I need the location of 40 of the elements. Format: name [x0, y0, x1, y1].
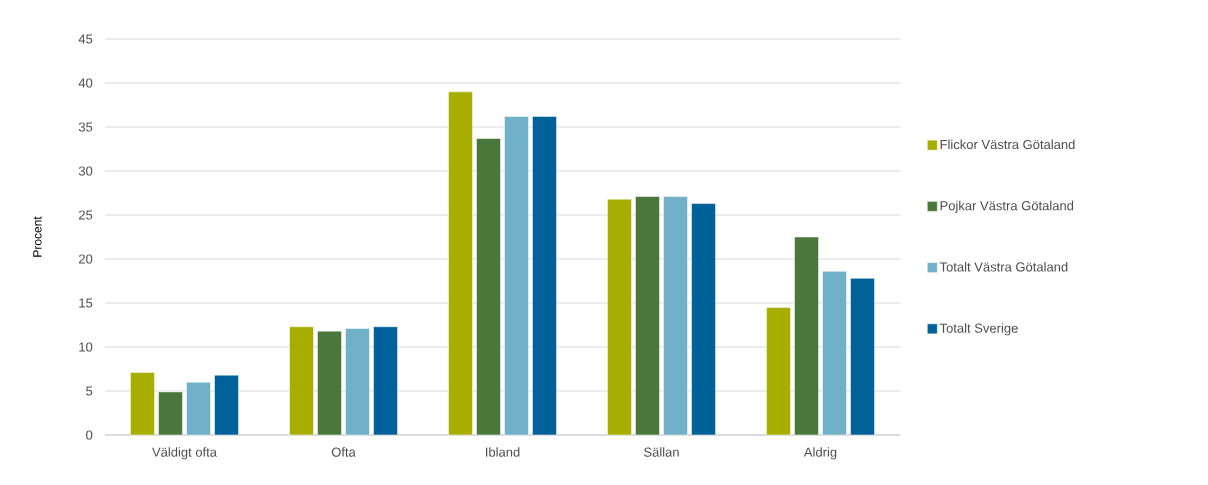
legend-label: Flickor Västra Götaland [940, 139, 1075, 150]
y-axis-title: Procent [33, 216, 42, 257]
x-tick-label: Ibland [486, 447, 520, 457]
y-tick-label: 20 [79, 254, 93, 264]
bar [766, 307, 791, 436]
bar [345, 328, 370, 436]
bar [448, 91, 473, 436]
y-tick-label: 45 [78, 34, 93, 44]
bar [214, 374, 239, 436]
bar [476, 138, 501, 436]
y-tick-label: 10 [79, 342, 93, 352]
bar [635, 196, 660, 436]
bar [289, 326, 314, 436]
x-tick-label: Aldrig [803, 447, 837, 460]
y-tick-label: 30 [78, 166, 93, 176]
bar [691, 203, 716, 436]
y-tick-label: 0 [86, 430, 93, 440]
bar [317, 330, 342, 436]
bar [850, 278, 875, 436]
y-tick-label: 15 [79, 298, 93, 308]
bar [158, 391, 183, 436]
bar [373, 326, 398, 436]
y-tick-label: 40 [78, 78, 93, 88]
x-tick-label: Väldigt ofta [152, 447, 218, 460]
x-tick-label: Sällan [644, 447, 679, 457]
legend-label: Pojkar Västra Götaland [940, 200, 1074, 213]
legend-label: Totalt Västra Götaland [939, 262, 1068, 272]
bar [822, 271, 847, 436]
x-tick-label: Ofta [331, 447, 356, 457]
y-tick-label: 5 [86, 386, 93, 396]
bar [607, 198, 632, 436]
bar [794, 236, 819, 436]
bar [130, 372, 155, 436]
y-tick-label: 25 [79, 210, 93, 220]
bar [504, 116, 529, 436]
legend-label: Totalt Sverige [939, 323, 1018, 336]
bar [186, 381, 211, 436]
bar [532, 116, 557, 436]
y-tick-label: 35 [78, 122, 93, 132]
bar [663, 196, 688, 436]
